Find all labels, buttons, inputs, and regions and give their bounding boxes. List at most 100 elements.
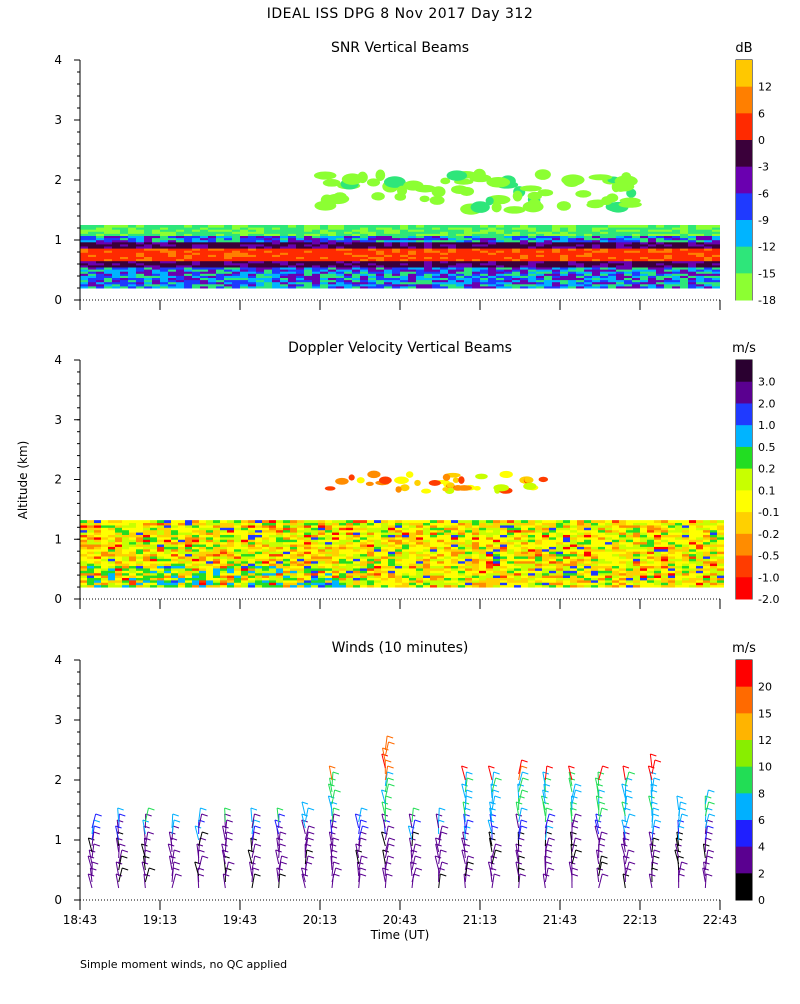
colorbar-swatch — [736, 113, 752, 140]
snr-cell — [208, 225, 216, 228]
doppler-cell — [472, 520, 479, 523]
doppler-cell — [654, 520, 661, 523]
doppler-cell — [101, 520, 108, 523]
doppler-cell — [612, 520, 619, 523]
snr-cell — [200, 225, 208, 228]
colorbar-swatch — [736, 60, 752, 87]
snr-cell — [688, 225, 696, 228]
panel-1: Doppler Velocity Vertical Beams012343.02… — [54, 340, 779, 609]
snr-cell — [314, 201, 336, 211]
snr-cell — [608, 225, 616, 228]
snr-cell — [280, 225, 288, 228]
doppler-cell — [150, 520, 157, 523]
doppler-cell — [542, 520, 549, 523]
doppler-cell — [626, 520, 633, 523]
snr-cell — [544, 225, 552, 228]
panel-title: SNR Vertical Beams — [331, 40, 469, 56]
doppler-cell — [234, 520, 241, 523]
snr-cell — [520, 185, 542, 191]
y-tick-label: 0 — [54, 293, 62, 307]
snr-cell — [464, 225, 472, 228]
snr-cell — [120, 225, 128, 228]
snr-cell — [360, 225, 368, 228]
snr-cell — [575, 190, 591, 197]
snr-cell — [384, 225, 392, 228]
snr-cell — [552, 225, 560, 228]
doppler-cell — [164, 520, 171, 523]
snr-cell — [104, 225, 112, 228]
snr-cell — [144, 225, 152, 228]
doppler-cell — [381, 520, 388, 523]
colorbar-tick-label: -3 — [758, 161, 769, 174]
doppler-cell — [479, 520, 486, 523]
snr-cell — [216, 225, 224, 228]
doppler-cell — [591, 520, 598, 523]
colorbar-swatch — [736, 140, 752, 167]
doppler-cell — [584, 520, 591, 523]
doppler-cell — [682, 520, 689, 523]
doppler-cell — [290, 520, 297, 523]
snr-cell — [376, 225, 384, 228]
doppler-cell — [437, 520, 444, 523]
doppler-cell — [262, 520, 269, 523]
doppler-cell — [339, 520, 346, 523]
y-tick-label: 2 — [54, 173, 62, 187]
snr-cell — [576, 225, 584, 228]
snr-cell — [535, 169, 551, 180]
snr-cell — [344, 225, 352, 228]
y-tick-label: 4 — [54, 53, 62, 67]
snr-cell — [80, 225, 88, 228]
doppler-cell — [108, 520, 115, 523]
snr-cell — [440, 225, 448, 228]
snr-cell — [496, 225, 504, 228]
snr-cell — [304, 225, 312, 228]
snr-cell — [512, 225, 520, 228]
snr-cell — [632, 225, 640, 228]
colorbar-tick-label: 12 — [758, 81, 772, 94]
snr-cell — [432, 225, 440, 228]
colorbar-tick-label: -18 — [758, 294, 776, 307]
doppler-cell — [374, 520, 381, 523]
doppler-cell — [507, 520, 514, 523]
doppler-cell — [276, 520, 283, 523]
snr-cell — [536, 225, 544, 228]
figure-title: IDEAL ISS DPG 8 Nov 2017 Day 312 — [0, 6, 800, 22]
panel-title: Doppler Velocity Vertical Beams — [288, 340, 512, 356]
colorbar-swatch — [736, 273, 752, 300]
doppler-cell — [269, 520, 276, 523]
snr-cell — [264, 225, 272, 228]
snr-cell — [447, 170, 467, 180]
doppler-cell — [451, 520, 458, 523]
snr-cell — [160, 225, 168, 228]
doppler-cell — [122, 520, 129, 523]
snr-cell — [408, 225, 416, 228]
snr-cell — [563, 176, 580, 187]
snr-cell — [568, 225, 576, 228]
panel-0: SNR Vertical Beams012341260-3-6-9-12-15-… — [54, 40, 776, 310]
snr-cell — [560, 225, 568, 228]
colorbar-swatch — [736, 220, 752, 247]
snr-cell — [420, 196, 430, 203]
doppler-cell — [241, 520, 248, 523]
snr-cell — [592, 225, 600, 228]
snr-cell — [320, 225, 328, 228]
y-axis-label: Altitude (km) — [16, 441, 30, 520]
snr-cell — [528, 225, 536, 228]
snr-cell — [424, 225, 432, 228]
doppler-cell — [640, 520, 647, 523]
doppler-cell — [500, 520, 507, 523]
doppler-cell — [535, 520, 542, 523]
snr-cell — [112, 225, 120, 228]
doppler-cell — [213, 520, 220, 523]
snr-cell — [672, 225, 680, 228]
snr-cell — [392, 225, 400, 228]
doppler-cell — [570, 520, 577, 523]
snr-cell — [296, 225, 304, 228]
colorbar-tick-label: 6 — [758, 107, 765, 120]
snr-cell — [492, 202, 502, 212]
snr-cell — [371, 192, 385, 200]
snr-cell — [152, 225, 160, 228]
doppler-cell — [136, 520, 143, 523]
